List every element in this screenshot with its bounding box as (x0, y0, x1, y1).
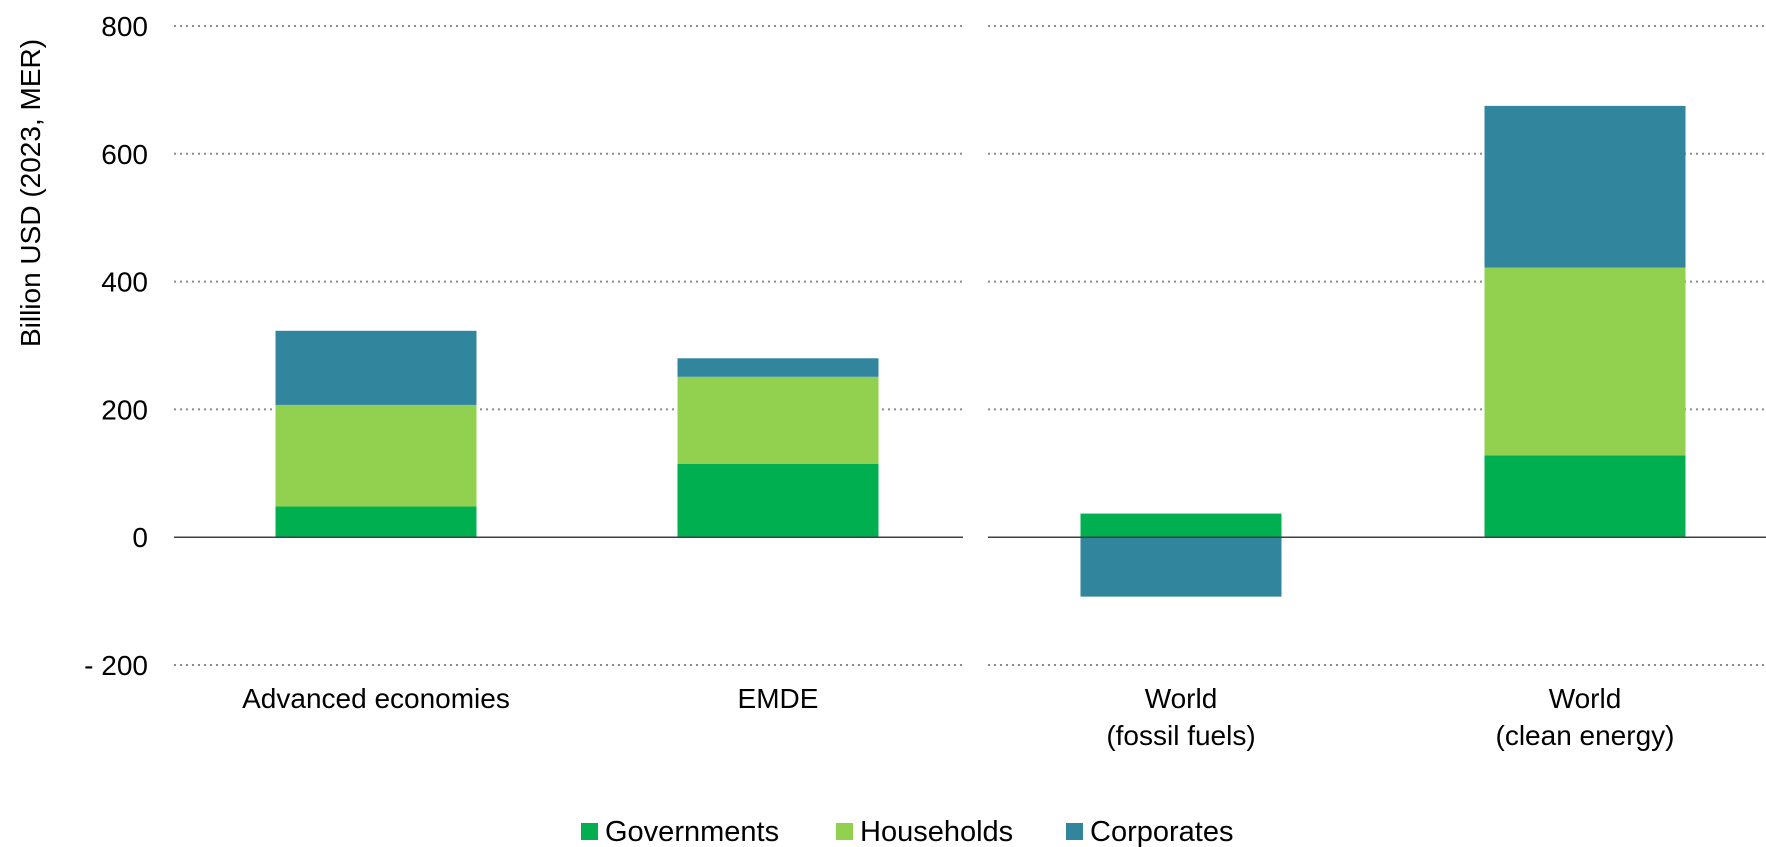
y-tick-label: 0 (132, 522, 148, 553)
legend-label: Corporates (1090, 816, 1233, 847)
legend-swatch (836, 823, 853, 840)
bar-governments (677, 463, 879, 538)
y-tick-label: 800 (101, 11, 148, 42)
legend-swatch (581, 823, 598, 840)
legend-swatch (1066, 823, 1083, 840)
legend-label: Governments (605, 816, 779, 847)
legend: Governments Households Corporates (581, 816, 1233, 847)
y-tick-labels: 800 600 400 200 0 - 200 (84, 11, 148, 681)
category-label: World (fossil fuels) (1106, 683, 1255, 751)
bar-households (677, 376, 879, 464)
category-label: Advanced economies (242, 683, 510, 714)
bars (275, 105, 1686, 597)
bar-governments (1080, 513, 1282, 538)
y-tick-label: - 200 (84, 650, 148, 681)
y-axis-label: Billion USD (2023, MER) (15, 39, 46, 347)
bar-corporates (677, 358, 879, 377)
bar-corporates (1080, 537, 1282, 597)
category-labels: Advanced economies EMDE World (fossil fuels… (242, 683, 1674, 751)
bar-corporates (275, 330, 477, 405)
category-label: World (clean energy) (1496, 683, 1675, 751)
bar-governments (275, 506, 477, 538)
bar-governments (1484, 455, 1686, 538)
category-label: EMDE (738, 683, 819, 714)
bar-households (275, 404, 477, 507)
legend-label: Households (860, 816, 1013, 847)
y-tick-label: 200 (101, 394, 148, 425)
bar-corporates (1484, 105, 1686, 268)
bar-households (1484, 267, 1686, 456)
y-tick-label: 600 (101, 139, 148, 170)
y-tick-label: 400 (101, 267, 148, 298)
